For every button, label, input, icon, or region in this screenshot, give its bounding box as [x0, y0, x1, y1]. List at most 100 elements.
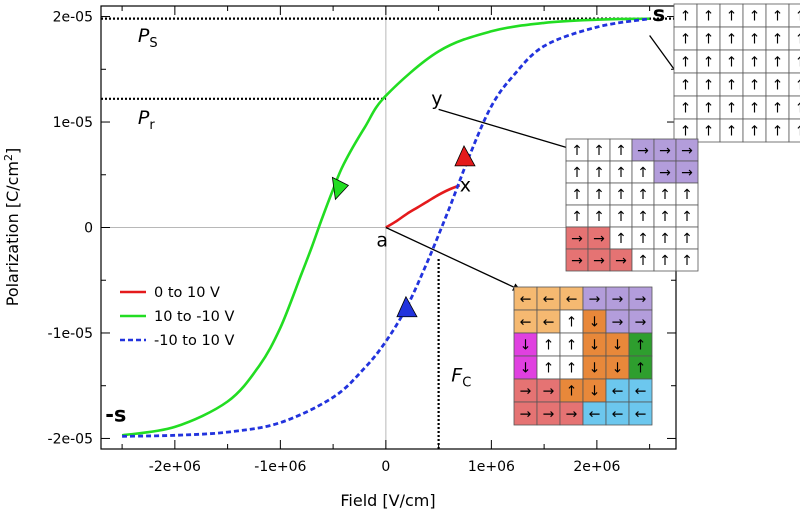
domain-arrow: ↑: [726, 9, 738, 25]
direction-marker-10-to-10-v: [396, 295, 418, 318]
domain-arrow: →: [635, 292, 647, 308]
domain-arrow: ↑: [593, 143, 605, 159]
domain-arrow: ↓: [589, 315, 601, 331]
domain-arrow: →: [681, 143, 693, 159]
y-axis-title: Polarization [C/cm2]: [2, 148, 22, 307]
domain-cell: [788, 95, 800, 120]
domain-arrow: ↑: [795, 124, 800, 140]
domain-arrow: ↑: [749, 55, 761, 71]
domain-arrow: →: [543, 384, 555, 400]
domain-arrow: ↑: [749, 101, 761, 117]
domain-arrow: ↑: [795, 78, 800, 94]
domain-arrow: ↑: [637, 231, 649, 247]
domain-arrow: ↑: [703, 101, 715, 117]
domain-arrow: ↑: [772, 32, 784, 48]
domain-arrow: ↑: [566, 338, 578, 354]
domain-arrow: →: [635, 315, 647, 331]
domain-arrow: ↑: [566, 384, 578, 400]
domain-arrow: ↑: [726, 78, 738, 94]
domain-arrow: ↑: [772, 9, 784, 25]
domain-arrow: ↑: [680, 32, 692, 48]
domain-arrow: ↑: [772, 101, 784, 117]
domain-cell: [788, 72, 800, 97]
axis-ticks: -2e+06 -1e+06 0 1e+06 2e+06 2e-05 1e-05 0 -1e-05…: [48, 6, 676, 475]
domain-arrow: ↑: [795, 101, 800, 117]
domain-arrow: ↑: [659, 187, 671, 203]
domain-arrow: ↑: [703, 55, 715, 71]
domain-arrow: ↑: [726, 101, 738, 117]
domain-arrow: ↑: [703, 124, 715, 140]
domain-arrow: ↑: [681, 231, 693, 247]
domain-arrow: →: [566, 407, 578, 423]
domain-arrow: →: [571, 231, 583, 247]
domain-arrow: ↑: [680, 101, 692, 117]
domain-arrow: →: [571, 253, 583, 269]
domain-arrow: ←: [612, 384, 624, 400]
domain-arrow: ↑: [637, 209, 649, 225]
x-tick-label-4: 2e+06: [573, 459, 620, 475]
y-axis-title-end: ]: [3, 148, 22, 154]
y-axis-title-sup: 2: [2, 154, 15, 161]
domain-arrow: ↑: [772, 55, 784, 71]
domain-arrow: ↓: [589, 384, 601, 400]
annotations: PS Pr FC s -s y x a: [105, 2, 665, 427]
domain-arrow: ↑: [749, 124, 761, 140]
domain-arrow: ↑: [637, 165, 649, 181]
legend-label-10-to-10-v: -10 to 10 V: [154, 333, 235, 349]
domain-arrow: ↑: [772, 78, 784, 94]
domain-arrow: ↑: [681, 253, 693, 269]
domain-arrow: ↑: [571, 187, 583, 203]
domain-arrow: ↓: [589, 361, 601, 377]
domain-inset-s: ↑ ↑ ↑ ↑ ↑ ↑ ↑ ↑ ↑ ↑ ↑ ↑ ↑ ↑ ↑ ↑ ↑ ↑ ↑ ↑ ↑ ↑ ↑ ↑ ↑ ↑ ↑ ↑ ↑ ↑ ↑ ↑ ↑ ↑ ↑ ↑: [649, 3, 800, 143]
domain-inset-a: ← ← ← → → → ← ← ↑ ↓ → → ↓ ↑ ↑ ↓ ↓ ↑ ↓ ↑ ↑ ↓ ↓ ↑ → → ↑ ↓ ← ← → → → ← ← ←: [385, 226, 653, 426]
domain-arrow: ↓: [589, 338, 601, 354]
domain-arrow: ↑: [680, 124, 692, 140]
annotation-s: -s: [105, 403, 126, 427]
domain-arrow: →: [593, 231, 605, 247]
annotation-ps: PS: [138, 25, 158, 51]
domain-arrow: ↑: [543, 361, 555, 377]
domain-inset-y: ↑ ↑ ↑ → → → ↑ ↑ ↑ ↑ → → ↑ ↑ ↑ ↑ ↑ ↑ ↑ ↑ ↑ ↑ ↑ ↑ → → ↑ ↑ ↑ ↑ → → → ↑ ↑ ↑: [438, 108, 699, 272]
domain-arrow: ↑: [615, 143, 627, 159]
x-axis-title: Field [V/cm]: [340, 491, 435, 510]
domain-arrow: →: [681, 165, 693, 181]
x-tick-label-0: -2e+06: [149, 459, 201, 475]
domain-arrow: ←: [589, 407, 601, 423]
y-tick-label-2: 0: [84, 221, 93, 237]
domain-arrow: ↑: [566, 361, 578, 377]
y-tick-label-3: -1e-05: [48, 326, 93, 342]
domain-arrow: →: [612, 292, 624, 308]
series-10-to-10-v-line: [122, 17, 650, 438]
domain-arrow: ↑: [680, 9, 692, 25]
domain-arrow: ↑: [615, 187, 627, 203]
domain-cell: [628, 401, 653, 426]
series-0-to-10-v-line: [385, 184, 461, 229]
domain-arrow: ↓: [520, 338, 532, 354]
domain-arrow: ↑: [635, 361, 647, 377]
domain-arrow: ↑: [795, 32, 800, 48]
series-layer: [121, 17, 650, 438]
domain-arrow: ↑: [681, 209, 693, 225]
y-tick-label-4: -2e-05: [48, 431, 93, 447]
domain-arrow: ←: [635, 407, 647, 423]
domain-arrow: ↑: [726, 124, 738, 140]
inset-pointer-y: [438, 108, 576, 152]
domain-arrow: ↑: [571, 143, 583, 159]
domain-arrow: ↑: [571, 165, 583, 181]
inset-pointer-a: [385, 226, 521, 291]
domain-arrow: ↑: [749, 9, 761, 25]
domain-cell: [788, 3, 800, 28]
domain-arrow: ↑: [703, 32, 715, 48]
domain-arrow: ↑: [566, 315, 578, 331]
annotation-fc: FC: [451, 364, 471, 390]
domain-arrow: ←: [543, 315, 555, 331]
domain-arrow: ←: [520, 315, 532, 331]
annotation-a: a: [376, 229, 388, 251]
domain-arrow: ↑: [726, 55, 738, 71]
domain-arrow: ↑: [659, 209, 671, 225]
y-tick-label-0: 2e-05: [53, 10, 93, 26]
domain-arrow: →: [520, 407, 532, 423]
legend-label-0-to-10-v: 0 to 10 V: [154, 285, 220, 301]
domain-arrow: ↑: [637, 187, 649, 203]
